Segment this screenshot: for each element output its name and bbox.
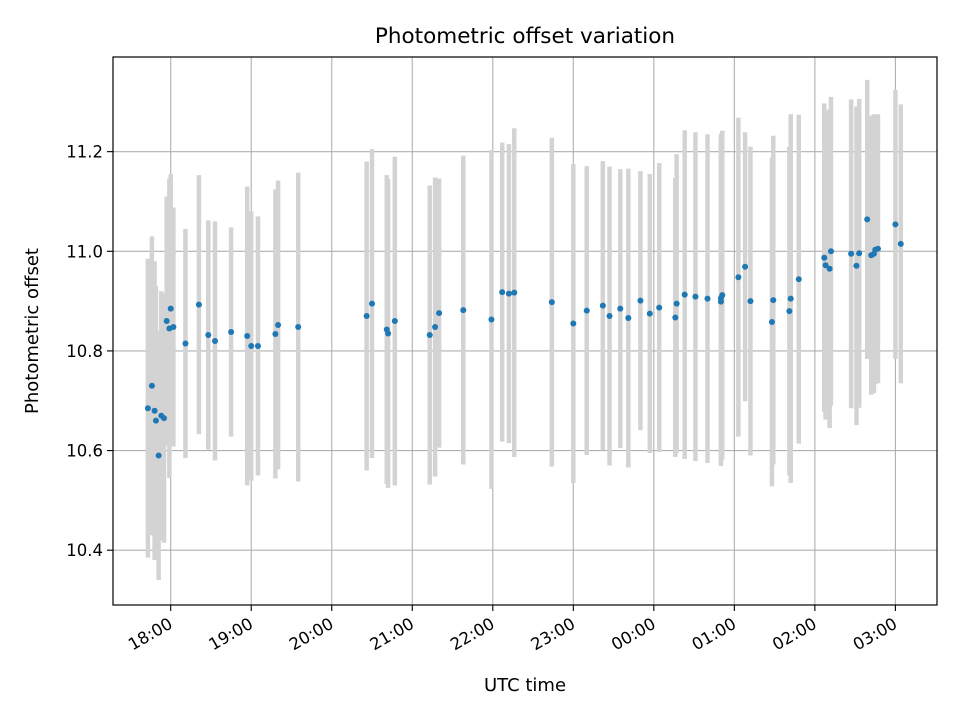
data-point <box>195 301 202 308</box>
data-point <box>182 340 189 347</box>
data-point <box>205 331 212 338</box>
data-point <box>155 452 162 459</box>
y-tick-label: 10.4 <box>66 541 103 560</box>
data-point <box>167 305 174 312</box>
data-point <box>499 289 506 296</box>
data-point <box>170 324 177 331</box>
y-tick-label: 10.8 <box>66 342 103 361</box>
data-point <box>770 297 777 304</box>
data-point <box>856 250 863 257</box>
data-point <box>548 299 555 306</box>
data-point <box>672 314 679 321</box>
data-point <box>692 293 699 300</box>
data-point <box>768 319 775 326</box>
data-point <box>787 295 794 302</box>
data-point <box>735 274 742 281</box>
data-point <box>363 313 370 320</box>
data-point <box>742 263 749 270</box>
data-point <box>369 300 376 307</box>
point-layer <box>144 216 904 459</box>
data-point <box>511 289 518 296</box>
y-tick-label: 10.6 <box>66 442 103 461</box>
data-point <box>848 250 855 257</box>
data-point <box>436 310 443 317</box>
data-point <box>786 308 793 315</box>
plot-frame <box>112 56 938 606</box>
data-point <box>163 318 170 325</box>
data-point <box>821 254 828 261</box>
data-point <box>505 290 512 297</box>
data-point <box>244 332 251 339</box>
data-point <box>897 240 904 247</box>
data-point <box>211 337 218 344</box>
data-point <box>704 295 711 302</box>
data-point <box>637 297 644 304</box>
data-point <box>583 307 590 314</box>
data-point <box>864 216 871 223</box>
data-point <box>272 330 279 337</box>
data-point <box>254 342 261 349</box>
data-point <box>385 330 392 337</box>
data-point <box>795 276 802 283</box>
data-point <box>853 262 860 269</box>
data-point <box>606 313 613 320</box>
data-point <box>892 221 899 228</box>
data-point <box>646 310 653 317</box>
data-point <box>160 415 167 422</box>
data-point <box>144 405 151 412</box>
data-point <box>391 318 398 325</box>
data-point <box>460 307 467 314</box>
data-point <box>148 382 155 389</box>
data-point <box>275 322 282 329</box>
data-point <box>432 324 439 331</box>
y-tick-label: 11.0 <box>66 242 103 261</box>
data-point <box>826 265 833 272</box>
data-point <box>822 262 829 269</box>
data-point <box>719 292 726 299</box>
data-point <box>295 324 302 331</box>
data-point <box>152 417 159 424</box>
x-axis-label: UTC time <box>484 675 566 696</box>
y-tick-label: 11.2 <box>66 143 103 162</box>
data-point <box>570 320 577 327</box>
data-point <box>827 248 834 255</box>
data-point <box>625 315 632 322</box>
data-point <box>874 245 881 252</box>
data-point <box>617 305 624 312</box>
plot-area-background <box>113 57 937 605</box>
data-point <box>248 342 255 349</box>
data-point <box>717 298 724 305</box>
data-point <box>681 291 688 298</box>
chart-title: Photometric offset variation <box>375 24 675 49</box>
data-point <box>599 302 606 309</box>
data-point <box>426 331 433 338</box>
data-point <box>747 298 754 305</box>
y-tick-layer: 10.4 10.6 10.8 11.0 11.2 <box>66 143 113 560</box>
data-point <box>151 407 158 414</box>
data-point <box>228 328 235 335</box>
data-point <box>488 316 495 323</box>
data-point <box>673 300 680 307</box>
data-point <box>656 304 663 311</box>
y-axis-label: Photometric offset <box>22 248 43 414</box>
